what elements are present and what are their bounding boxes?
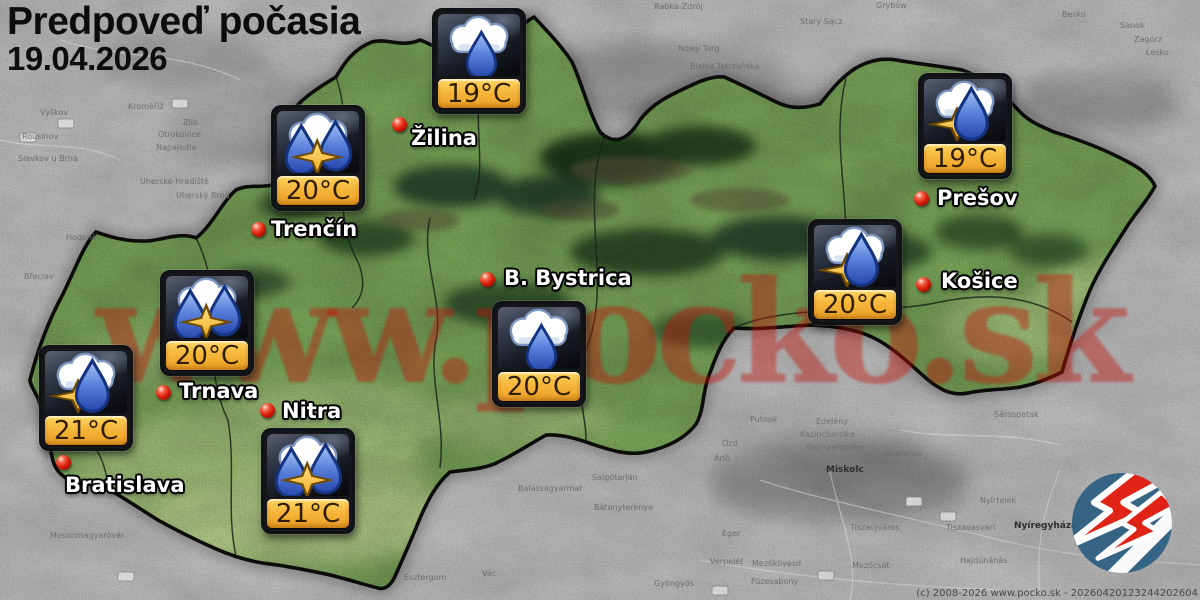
weather-condition-icon: [814, 225, 896, 287]
city-pin-zilina: [392, 117, 407, 132]
city-label-bratislava: Bratislava: [65, 473, 185, 497]
country-border: [28, 15, 1157, 591]
weather-widget-trencin: 20°C: [271, 105, 365, 211]
temperature-value: 21°C: [53, 415, 119, 446]
temperature-value: 20°C: [822, 289, 888, 320]
city-pin-trencin: [251, 222, 266, 237]
weather-condition-icon: [438, 14, 520, 76]
city-pin-nitra: [260, 403, 275, 418]
temperature-value: 20°C: [285, 175, 351, 206]
city-pin-trnava: [156, 385, 171, 400]
weather-widget-presov: 19°C: [918, 73, 1012, 179]
temperature-value: 19°C: [932, 143, 998, 174]
temperature-badge: 20°C: [166, 340, 248, 371]
logo-stripe: [1085, 486, 1172, 573]
weather-condition-icon: [924, 79, 1006, 141]
weather-condition-icon: [267, 434, 349, 496]
city-pin-bystrica: [480, 272, 495, 287]
temperature-value: 20°C: [174, 340, 240, 371]
temperature-value: 20°C: [506, 371, 572, 402]
weather-widget-bratislava: 21°C: [39, 345, 133, 451]
weather-widget-zilina: 19°C: [432, 8, 526, 114]
temperature-value: 21°C: [275, 498, 341, 529]
city-label-bystrica: B. Bystrica: [504, 266, 632, 290]
weather-widget-trnava: 20°C: [160, 270, 254, 376]
weather-condition-icon: [498, 307, 580, 369]
pocko-lightning-logo: [1072, 473, 1172, 573]
city-label-presov: Prešov: [937, 186, 1018, 210]
temperature-badge: 19°C: [438, 78, 520, 109]
city-label-kosice: Košice: [941, 269, 1018, 293]
city-label-nitra: Nitra: [282, 399, 342, 423]
city-label-trnava: Trnava: [179, 379, 259, 403]
weather-widget-nitra: 21°C: [261, 428, 355, 534]
weather-condition-icon: [166, 276, 248, 338]
temperature-badge: 20°C: [277, 175, 359, 206]
city-label-zilina: Žilina: [411, 126, 477, 150]
weather-condition-icon: [45, 351, 127, 413]
city-pin-bratislava: [56, 455, 71, 470]
weather-widget-bystrica: 20°C: [492, 301, 586, 407]
temperature-badge: 19°C: [924, 143, 1006, 174]
weather-widget-kosice: 20°C: [808, 219, 902, 325]
page-title: Predpoveď počasia: [7, 0, 361, 43]
temperature-badge: 20°C: [498, 371, 580, 402]
city-label-trencin: Trenčín: [271, 217, 358, 241]
temperature-badge: 20°C: [814, 289, 896, 320]
header: Predpoveď počasia 19.04.2026: [7, 0, 361, 77]
temperature-badge: 21°C: [267, 498, 349, 529]
temperature-badge: 21°C: [45, 415, 127, 446]
city-pin-kosice: [916, 277, 931, 292]
copyright-text: (c) 2008-2026 www.pocko.sk - 20260420123…: [916, 588, 1198, 599]
city-pin-presov: [914, 191, 929, 206]
forecast-date: 19.04.2026: [7, 39, 168, 77]
temperature-value: 19°C: [446, 78, 512, 109]
weather-condition-icon: [277, 111, 359, 173]
